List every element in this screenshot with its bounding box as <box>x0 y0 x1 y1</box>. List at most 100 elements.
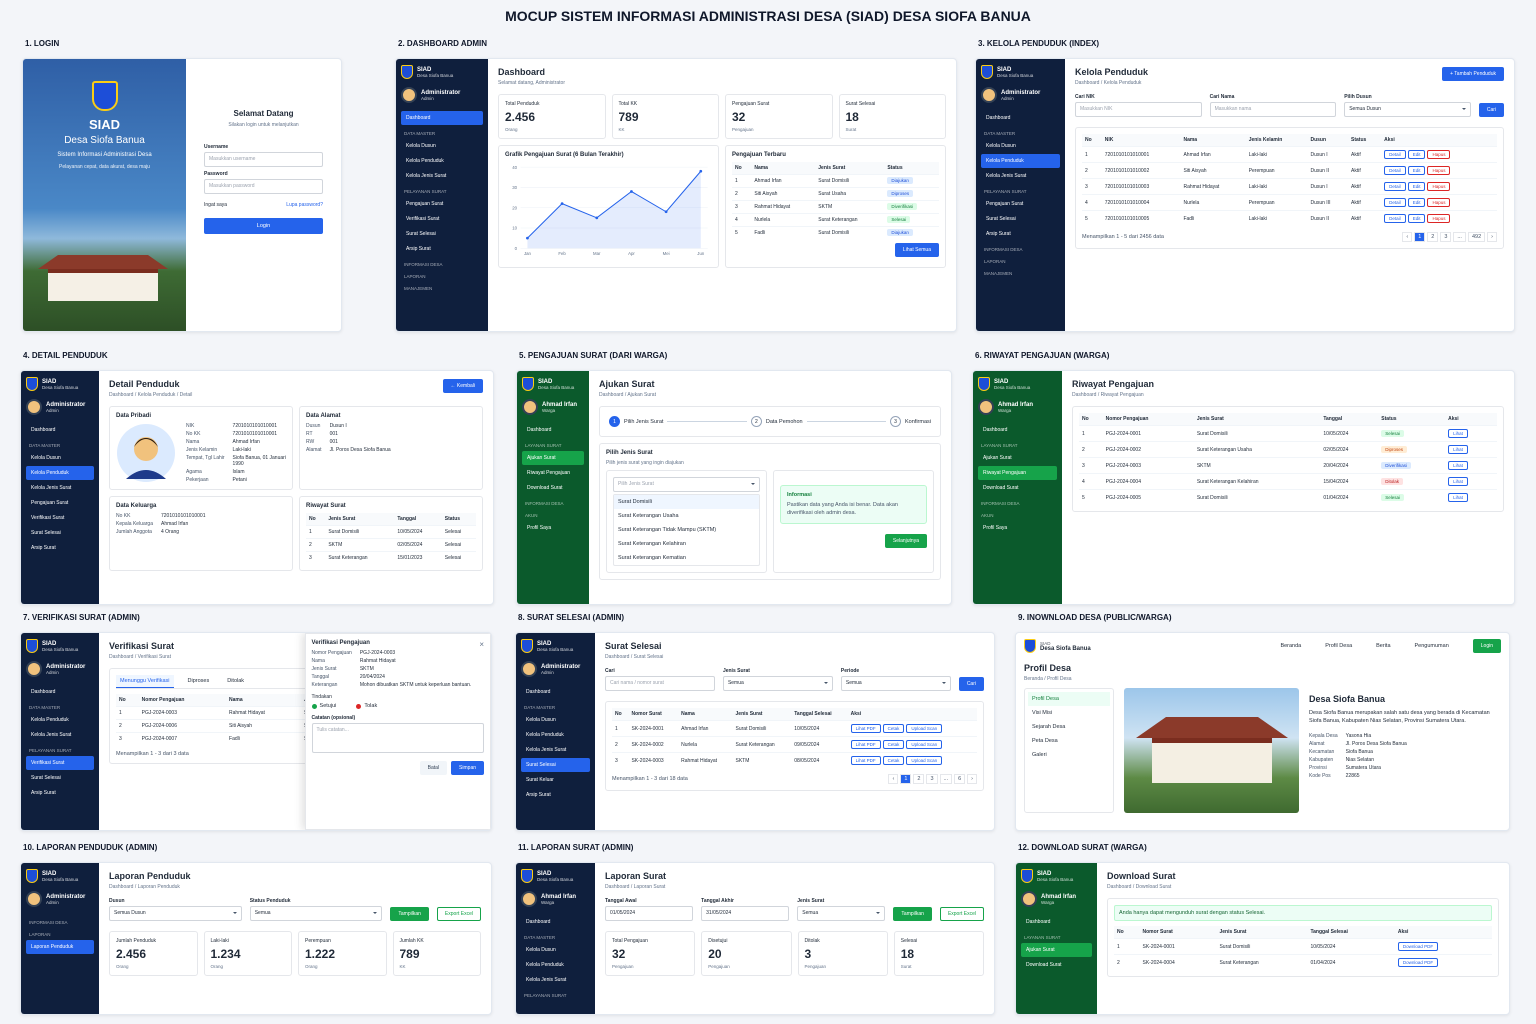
button[interactable]: + Tambah Penduduk <box>1442 67 1504 81</box>
menu-item[interactable]: Kelola Dusun <box>31 455 61 461</box>
menu-item[interactable]: Ajukan Surat <box>1021 943 1092 957</box>
button[interactable]: Selanjutnya <box>884 534 927 548</box>
forgot-link[interactable]: Lupa password? <box>286 202 323 208</box>
menu-item[interactable]: Kelola Dusun <box>406 143 436 149</box>
menu-item[interactable]: Profil Saya <box>983 525 1008 531</box>
action-button[interactable]: Edit <box>1407 182 1426 191</box>
button[interactable]: Login <box>1472 639 1501 653</box>
menu-item[interactable]: Kelola Jenis Surat <box>31 485 72 491</box>
menu-item[interactable]: Kelola Dusun <box>526 947 556 953</box>
action-button[interactable]: Detail <box>1384 198 1406 207</box>
input[interactable]: Masukkan nama <box>1209 102 1337 117</box>
select[interactable]: Semua <box>840 676 951 691</box>
button[interactable]: Tampilkan <box>390 907 429 921</box>
menu-item[interactable]: Visi Misi <box>1032 710 1053 716</box>
menu-item[interactable]: Profil Saya <box>527 525 552 531</box>
menu-item[interactable]: Verifikasi Surat <box>406 216 440 222</box>
close-button[interactable]: × <box>479 640 484 649</box>
menu-item[interactable]: Verifikasi Surat <box>26 756 94 770</box>
menu-item[interactable]: Ajukan Surat <box>983 455 1012 461</box>
dropdown-option[interactable]: Surat Keterangan Usaha <box>618 513 679 519</box>
tab[interactable]: Menunggu Verifikasi <box>116 675 174 688</box>
action-button[interactable]: Hapus <box>1427 166 1451 175</box>
menu-item[interactable]: Kelola Jenis Surat <box>526 747 567 753</box>
menu-item[interactable]: Kelola Penduduk <box>406 158 444 164</box>
button[interactable]: Cari <box>958 677 984 691</box>
menu-item[interactable]: Kelola Dusun <box>526 717 556 723</box>
menu-item[interactable]: Pengajuan Surat <box>986 201 1024 207</box>
menu-item[interactable]: Dashboard <box>31 427 56 433</box>
menu-item[interactable]: Kelola Penduduk <box>526 732 564 738</box>
dropdown-option[interactable]: Surat Keterangan Tidak Mampu (SKTM) <box>618 527 717 533</box>
dropdown-option[interactable]: Surat Keterangan Kelahiran <box>618 541 686 547</box>
dropdown-option[interactable]: Surat Domisili <box>614 495 759 509</box>
nav-link[interactable]: Beranda <box>1280 643 1302 649</box>
action-button[interactable]: Cetak <box>882 740 905 749</box>
input[interactable]: Masukkan password <box>204 179 323 194</box>
menu-item[interactable]: Peta Desa <box>1032 738 1058 744</box>
page-button[interactable]: 1 <box>1414 232 1426 242</box>
page-button[interactable]: ‹ <box>888 774 899 784</box>
select[interactable]: Semua Dusun <box>109 906 242 921</box>
menu-item[interactable]: Dashboard <box>527 427 552 433</box>
menu-item[interactable]: Riwayat Pengajuan <box>978 466 1057 480</box>
menu-item[interactable]: Galeri <box>1032 752 1047 758</box>
textarea[interactable]: Tulis catatan... <box>311 723 484 753</box>
button[interactable]: Export Excel <box>436 907 481 921</box>
menu-item[interactable]: Riwayat Pengajuan <box>527 470 571 476</box>
page-button[interactable]: › <box>967 774 977 784</box>
login-button[interactable]: Login <box>204 218 323 234</box>
page-button[interactable]: 3 <box>1440 232 1452 242</box>
menu-item[interactable]: Dashboard <box>526 919 551 925</box>
menu-item[interactable]: Download Surat <box>1026 962 1062 968</box>
menu-item[interactable]: Dashboard <box>401 111 483 125</box>
page-button[interactable]: 492 <box>1467 232 1486 242</box>
menu-item[interactable]: Arsip Surat <box>526 792 551 798</box>
button[interactable]: Cari <box>1478 103 1504 117</box>
menu-item[interactable]: Surat Selesai <box>31 530 61 536</box>
menu-item[interactable]: Arsip Surat <box>986 231 1011 237</box>
menu-item[interactable]: Kelola Jenis Surat <box>526 977 567 983</box>
radio[interactable]: Setujui <box>311 703 336 709</box>
page-button[interactable]: ... <box>939 774 953 784</box>
menu-item[interactable]: Dashboard <box>31 689 56 695</box>
button[interactable]: Export Excel <box>939 907 985 921</box>
tab[interactable]: Diproses <box>187 678 210 684</box>
action-button[interactable]: Download PDF <box>1397 958 1439 967</box>
menu-item[interactable]: Surat Selesai <box>986 216 1016 222</box>
menu-item[interactable]: Kelola Jenis Surat <box>986 173 1027 179</box>
action-button[interactable]: Lihat <box>1448 461 1468 470</box>
button[interactable]: Lihat Semua <box>894 243 939 257</box>
page-button[interactable]: 2 <box>913 774 925 784</box>
page-button[interactable]: 3 <box>926 774 938 784</box>
menu-item[interactable]: Verifikasi Surat <box>31 515 65 521</box>
action-button[interactable]: Edit <box>1407 150 1426 159</box>
action-button[interactable]: Hapus <box>1427 214 1451 223</box>
remember-me[interactable]: Ingat saya <box>204 202 228 208</box>
action-button[interactable]: Hapus <box>1427 182 1451 191</box>
menu-item[interactable]: Surat Selesai <box>521 758 590 772</box>
action-button[interactable]: Lihat <box>1448 429 1468 438</box>
tab[interactable]: Ditolak <box>227 678 245 684</box>
menu-item[interactable]: Surat Keluar <box>526 777 554 783</box>
action-button[interactable]: Upload Scan <box>906 740 943 749</box>
nav-link[interactable]: Profil Desa <box>1325 643 1353 649</box>
action-button[interactable]: Upload Scan <box>906 724 943 733</box>
menu-item[interactable]: Kelola Penduduk <box>31 717 69 723</box>
radio[interactable]: Tolak <box>356 703 377 709</box>
menu-item[interactable]: Pengajuan Surat <box>406 201 444 207</box>
menu-item[interactable]: Surat Selesai <box>31 775 61 781</box>
action-button[interactable]: Cetak <box>882 724 905 733</box>
menu-item[interactable]: Dashboard <box>986 115 1011 121</box>
action-button[interactable]: Edit <box>1407 198 1426 207</box>
select[interactable]: Semua <box>797 906 886 921</box>
input[interactable]: 31/05/2024 <box>701 906 790 921</box>
page-button[interactable]: ... <box>1453 232 1466 242</box>
button[interactable]: Simpan <box>451 761 484 775</box>
menu-item[interactable]: Arsip Surat <box>31 545 56 551</box>
menu-item[interactable]: Download Surat <box>527 485 563 491</box>
nav-link[interactable]: Pengumuman <box>1414 643 1449 649</box>
menu-item[interactable]: Kelola Jenis Surat <box>406 173 447 179</box>
action-button[interactable]: Upload Scan <box>906 756 943 765</box>
menu-item[interactable]: Kelola Dusun <box>986 143 1016 149</box>
